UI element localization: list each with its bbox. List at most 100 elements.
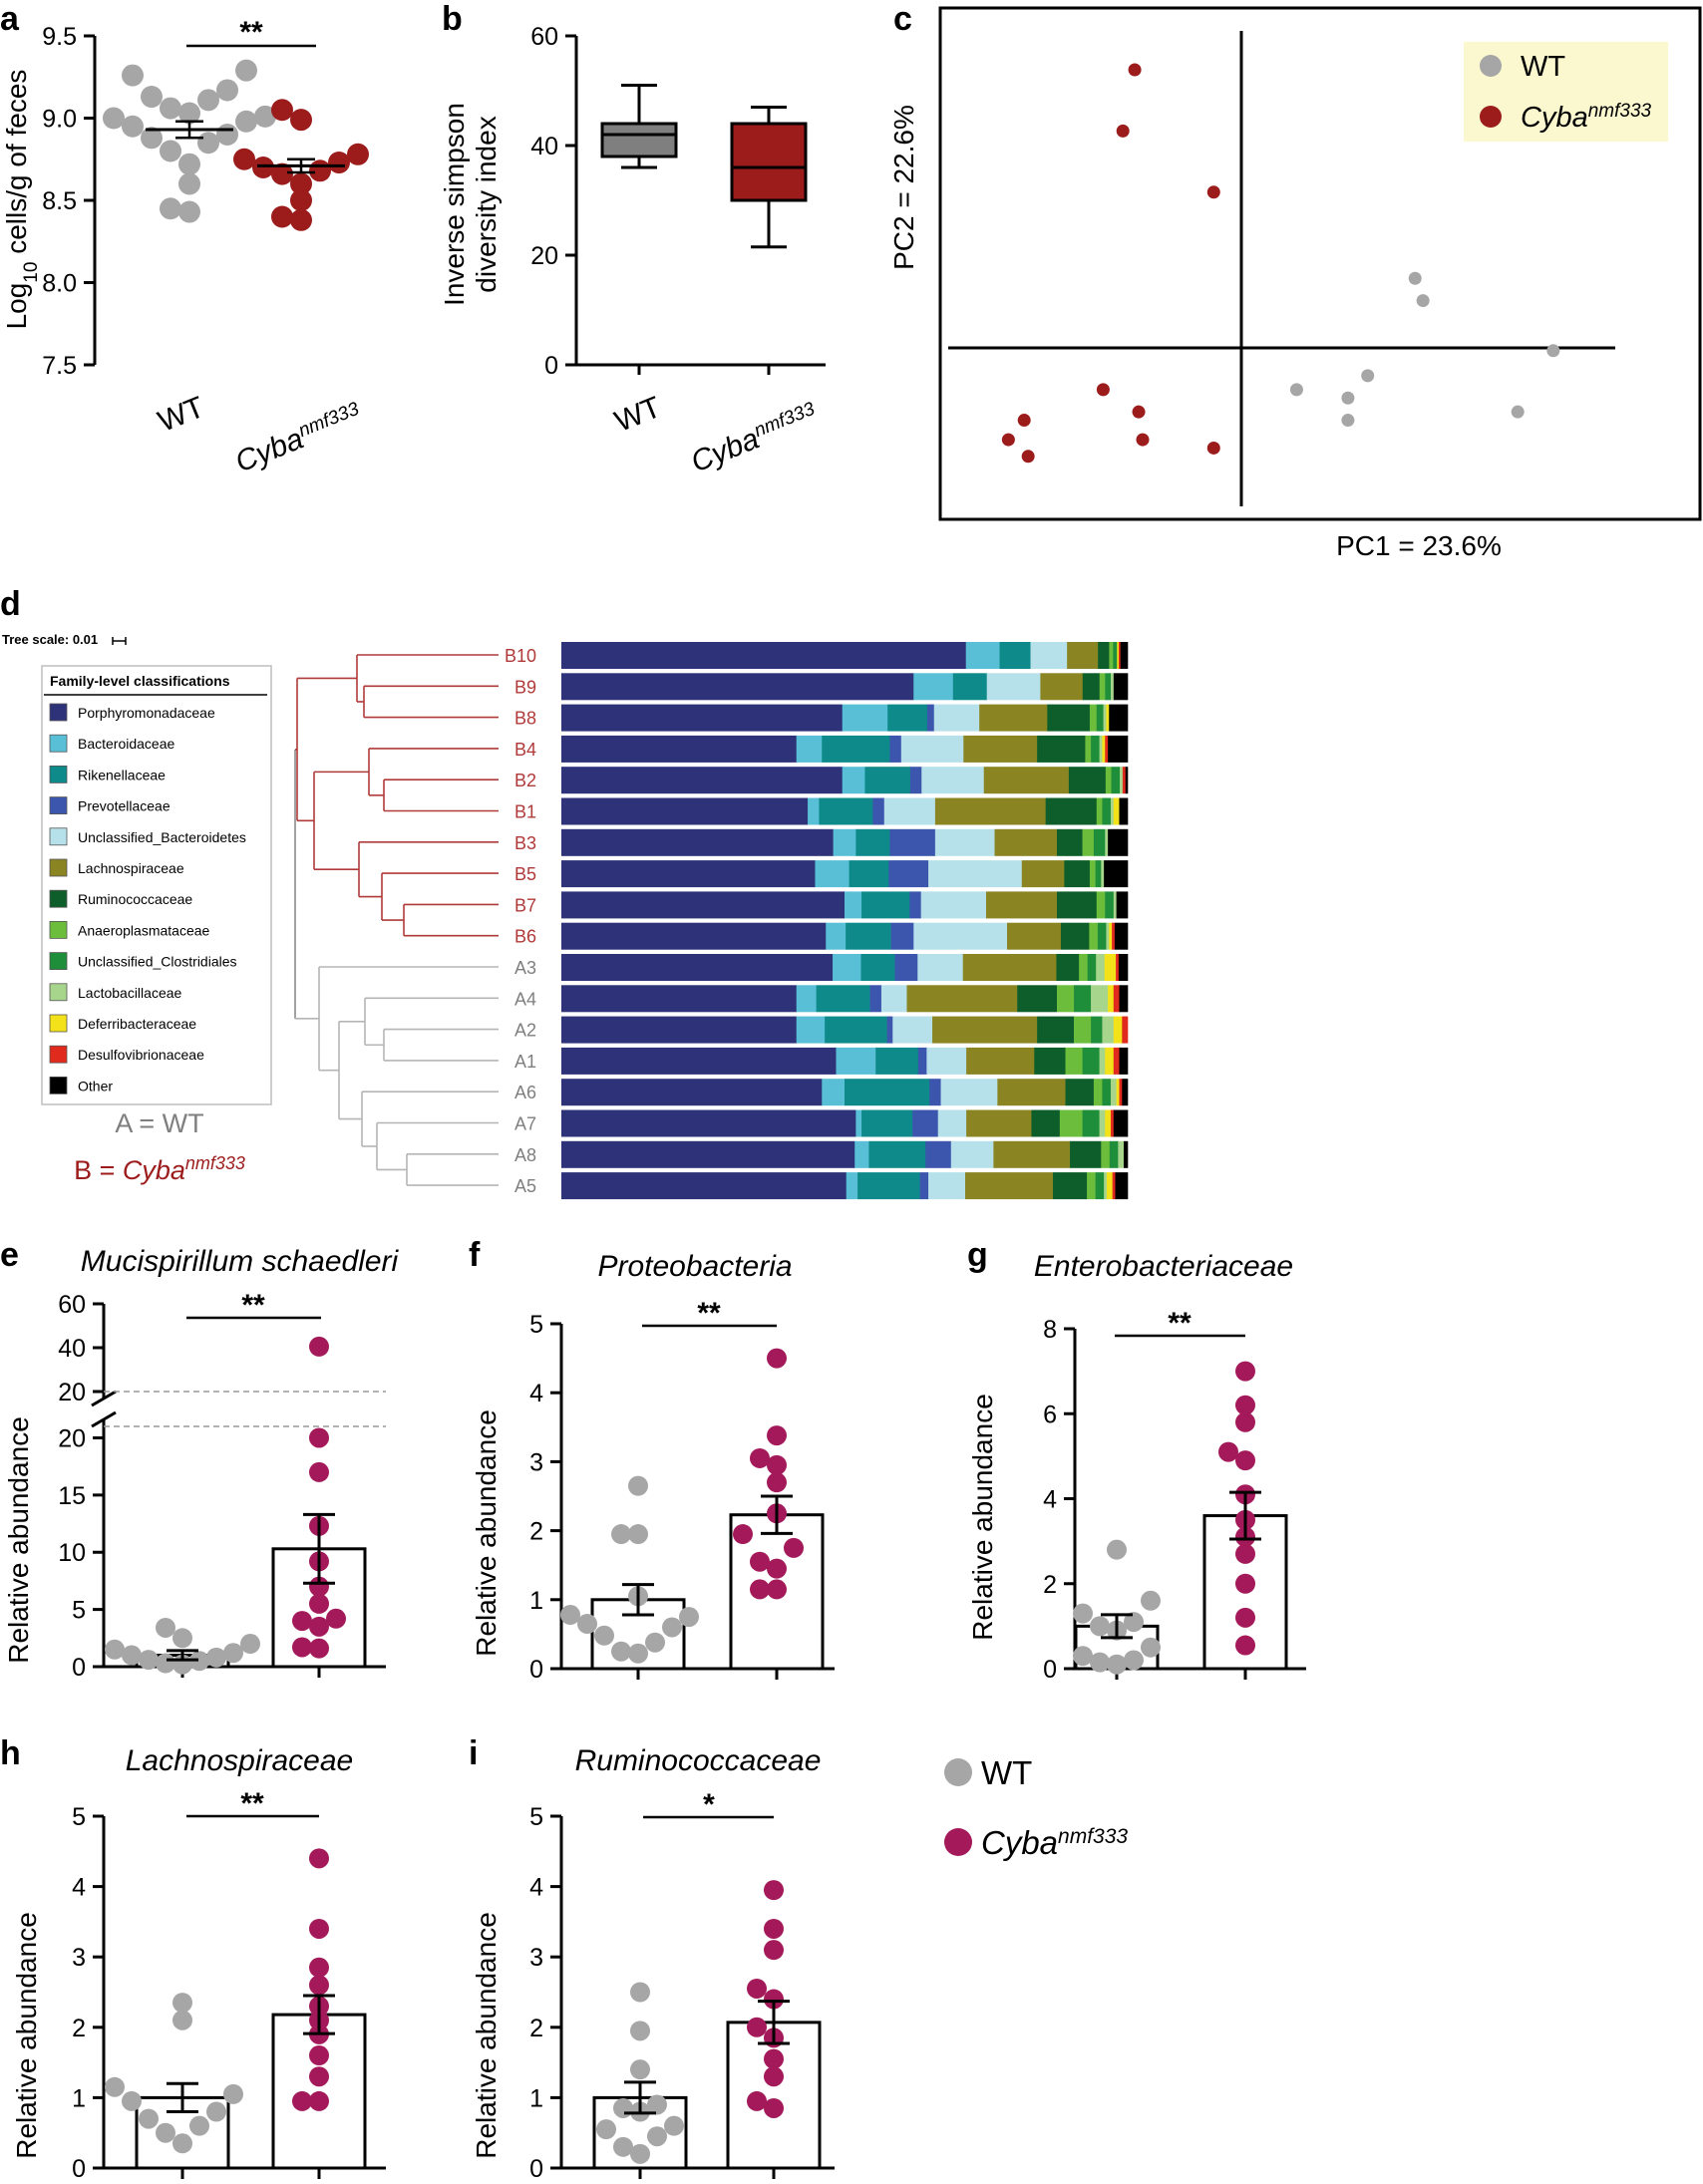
panel-h-point-0-0 xyxy=(172,2133,192,2154)
panel-f-point-1-2 xyxy=(767,1558,787,1579)
panel-e-point-1-11 xyxy=(309,1336,329,1357)
panel-i-point-0-3 xyxy=(596,2119,616,2140)
panel-d-bar-B2-seg-1 xyxy=(842,767,865,794)
panel-e-ytick-lower-label-1: 5 xyxy=(72,1597,86,1625)
panel-g-point-0-0 xyxy=(1107,1654,1127,1675)
panel-g: g Enterobacteriaceae Relative abundance … xyxy=(967,1236,1306,1684)
panel-g-point-0-3 xyxy=(1073,1646,1093,1667)
panel-d-bar-B10-seg-11 xyxy=(1118,642,1121,669)
panel-i-point-1-5 xyxy=(747,2017,767,2037)
panel-d-bar-B7-seg-3 xyxy=(909,891,921,919)
panel-d-bar-B6-seg-10 xyxy=(1109,922,1113,950)
panel-a-ytick-label-4: 9.5 xyxy=(42,23,77,51)
panel-c-point-1-4 xyxy=(1017,414,1031,428)
panel-d-bar-B9-seg-1 xyxy=(913,673,954,701)
panel-d-bar-A7-seg-3 xyxy=(912,1109,939,1137)
panel-a-point-1-4 xyxy=(328,152,350,174)
panel-d-legend-label-10: Deferribacteraceae xyxy=(78,1016,196,1032)
panel-h-plot: 0 1 2 3 4 5 xyxy=(72,1803,367,2183)
panel-d-wt-key: A = WT xyxy=(115,1108,203,1138)
panel-i-point-0-4 xyxy=(664,2115,684,2136)
panel-d-bar-A5-seg-6 xyxy=(1053,1172,1088,1200)
panel-d-bar-A2-seg-8 xyxy=(1091,1016,1103,1044)
panel-d-letter: d xyxy=(0,585,21,623)
panel-i-point-0-0 xyxy=(630,2143,650,2164)
panel-d-bar-B8-seg-7 xyxy=(1089,704,1098,732)
legend-hi-mut-label: Cybanmf333 xyxy=(981,1824,1128,1861)
panel-d-bar-A1-seg-5 xyxy=(966,1047,1035,1075)
panel-c-legend-wt-label: WT xyxy=(1521,51,1565,83)
panel-g-point-1-9 xyxy=(1235,1411,1255,1432)
panel-d-bar-A4-seg-10 xyxy=(1108,985,1115,1013)
panel-d-bar-A5-seg-2 xyxy=(857,1172,920,1200)
panel-c-point-0-3 xyxy=(1289,383,1303,397)
panel-d-bar-A4-seg-12 xyxy=(1119,985,1129,1013)
panel-d-bar-B10-seg-6 xyxy=(1098,642,1110,669)
panel-d-legend-label-8: Unclassified_Clostridiales xyxy=(78,954,237,970)
panel-h-letter: h xyxy=(0,1734,21,1772)
panel-d-bar-B9-seg-9 xyxy=(1111,673,1115,701)
panel-d-bar-B8-seg-8 xyxy=(1096,704,1104,732)
panel-d-bar-B2-seg-7 xyxy=(1105,767,1112,794)
panel-d-bar-B3-seg-7 xyxy=(1082,828,1095,856)
panel-d-bar-B7-seg-1 xyxy=(845,891,862,919)
panel-d-legend-label-11: Desulfovibrionaceae xyxy=(78,1047,204,1063)
panel-d-bar-A2-seg-2 xyxy=(825,1016,887,1044)
panel-e-ytick-upper-label-0: 20 xyxy=(58,1379,86,1406)
panel-e-break-mark-1 xyxy=(91,1390,117,1407)
panel-a-point-0-2 xyxy=(216,79,238,102)
panel-c-xlabel: PC1 = 23.6% xyxy=(1336,530,1502,561)
panel-d-bar-A4-seg-11 xyxy=(1113,985,1120,1013)
panel-d-bar-B3-seg-3 xyxy=(889,828,936,856)
panel-d-bar-B5-seg-12 xyxy=(1104,860,1129,888)
panel-d-bar-B7-seg-5 xyxy=(986,891,1058,919)
panel-i-point-0-6 xyxy=(613,2097,633,2118)
panel-a-point-0-0 xyxy=(235,59,257,82)
panel-d-bar-B9-seg-6 xyxy=(1082,673,1101,701)
panel-d-legend-swatch-2 xyxy=(49,766,68,783)
panel-a-point-0-17 xyxy=(254,105,276,128)
panel-h-point-1-2 xyxy=(309,2066,329,2087)
panel-c-point-1-6 xyxy=(1096,383,1110,397)
panel-f-point-0-11 xyxy=(628,1475,648,1496)
panel-d-bar-A5-seg-12 xyxy=(1115,1172,1129,1200)
panel-d-bar-A8-seg-9 xyxy=(1118,1140,1125,1168)
panel-d-bar-B4-seg-7 xyxy=(1085,735,1092,763)
panel-c-points xyxy=(1001,63,1560,464)
panel-h-point-1-8 xyxy=(309,1957,329,1978)
panel-d-bar-A7-seg-11 xyxy=(1110,1109,1115,1137)
panel-g-title: Enterobacteriaceae xyxy=(1034,1250,1293,1283)
panel-b-xlabel-mut: Cybanmf333 xyxy=(686,398,823,478)
panel-d-bar-B4-seg-10 xyxy=(1102,735,1106,763)
panel-d-bar-A8-seg-6 xyxy=(1070,1140,1102,1168)
panel-d-bar-A3-seg-2 xyxy=(860,954,895,981)
panel-d-bar-A3-seg-9 xyxy=(1096,954,1106,981)
legend-hi-wt-marker xyxy=(944,1758,972,1786)
panel-a-xlabel-mut: Cybanmf333 xyxy=(230,398,367,478)
panel-d-bar-B2-seg-3 xyxy=(909,767,922,794)
panel-d-bar-A3-seg-5 xyxy=(962,954,1057,981)
panel-d-bar-A2-seg-7 xyxy=(1074,1016,1092,1044)
panel-d-legend-label-9: Lactobacillaceae xyxy=(78,985,182,1001)
panel-d-bar-A1-seg-9 xyxy=(1099,1047,1106,1075)
panel-i-ytick-label-2: 2 xyxy=(529,2015,543,2042)
panel-f-point-0-1 xyxy=(611,1641,631,1662)
panel-b: b 0 20 40 60 Inverse simpson diversity inde… xyxy=(439,0,826,478)
panel-g-ytick-label-1: 2 xyxy=(1043,1571,1057,1599)
panel-d-bar-A6-seg-1 xyxy=(822,1079,846,1106)
panel-d-leaf-label-2: B8 xyxy=(514,709,536,729)
panel-f-point-0-9 xyxy=(628,1524,648,1545)
panel-c-legend-mut-label: Cybanmf333 xyxy=(1521,101,1652,135)
panel-g-point-1-3 xyxy=(1235,1543,1255,1564)
panel-d-bar-B2-seg-12 xyxy=(1125,767,1129,794)
panel-d-bar-A2-seg-1 xyxy=(796,1016,826,1044)
panel-e-title: Mucispirillum schaedleri xyxy=(81,1245,400,1278)
panel-d-legend-label-4: Unclassified_Bacteroidetes xyxy=(78,829,246,845)
panel-c: c WT Cybanmf333 PC1 = 23.6% PC2 = 22.6% xyxy=(888,0,1702,561)
panel-d-bar-B9-seg-4 xyxy=(986,673,1041,701)
panel-h-point-0-3 xyxy=(139,2108,159,2129)
panel-d-bar-A6-seg-6 xyxy=(1065,1079,1095,1106)
panel-h-point-1-1 xyxy=(292,2090,312,2111)
panel-d-leaf-label-7: B5 xyxy=(514,864,536,884)
panel-h-point-0-6 xyxy=(223,2083,243,2104)
